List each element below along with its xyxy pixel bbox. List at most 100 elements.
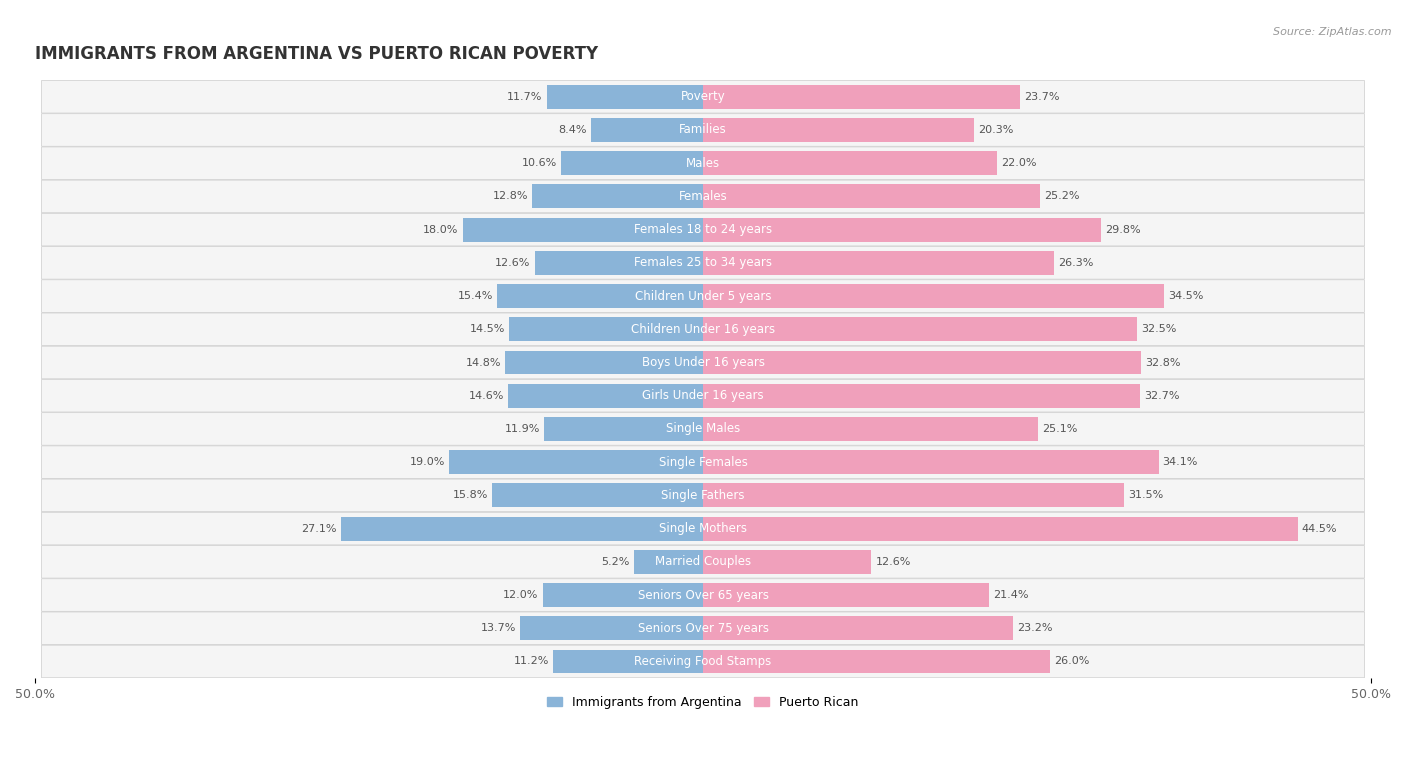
Text: Males: Males: [686, 157, 720, 170]
Text: Females: Females: [679, 190, 727, 203]
FancyBboxPatch shape: [42, 213, 1364, 246]
Bar: [703, 450, 1159, 474]
Text: 18.0%: 18.0%: [423, 224, 458, 235]
Text: Single Females: Single Females: [658, 456, 748, 468]
Text: 10.6%: 10.6%: [522, 158, 557, 168]
Text: 19.0%: 19.0%: [409, 457, 446, 467]
Text: Receiving Food Stamps: Receiving Food Stamps: [634, 655, 772, 668]
Bar: [547, 85, 703, 108]
Text: 14.5%: 14.5%: [470, 324, 505, 334]
Text: 23.2%: 23.2%: [1017, 623, 1053, 633]
FancyBboxPatch shape: [42, 280, 1364, 312]
FancyBboxPatch shape: [42, 80, 1364, 113]
FancyBboxPatch shape: [42, 346, 1364, 379]
Bar: [703, 284, 1164, 308]
Text: Boys Under 16 years: Boys Under 16 years: [641, 356, 765, 369]
Text: Poverty: Poverty: [681, 90, 725, 103]
Text: Single Mothers: Single Mothers: [659, 522, 747, 535]
Text: 26.0%: 26.0%: [1054, 656, 1090, 666]
Bar: [492, 484, 703, 507]
Text: 34.1%: 34.1%: [1163, 457, 1198, 467]
FancyBboxPatch shape: [42, 612, 1364, 644]
Text: 15.8%: 15.8%: [453, 490, 488, 500]
Text: 27.1%: 27.1%: [301, 524, 337, 534]
Text: 12.0%: 12.0%: [503, 590, 538, 600]
Text: Girls Under 16 years: Girls Under 16 years: [643, 389, 763, 402]
Bar: [449, 450, 703, 474]
Bar: [703, 118, 974, 142]
Bar: [703, 152, 997, 175]
Bar: [634, 550, 703, 574]
Text: Single Males: Single Males: [666, 422, 740, 435]
Text: 25.2%: 25.2%: [1043, 192, 1080, 202]
Bar: [509, 318, 703, 341]
Text: 29.8%: 29.8%: [1105, 224, 1140, 235]
FancyBboxPatch shape: [42, 180, 1364, 213]
Bar: [703, 616, 1012, 641]
FancyBboxPatch shape: [42, 546, 1364, 578]
FancyBboxPatch shape: [42, 313, 1364, 346]
Bar: [703, 550, 872, 574]
Text: 13.7%: 13.7%: [481, 623, 516, 633]
Text: 32.5%: 32.5%: [1142, 324, 1177, 334]
Bar: [543, 583, 703, 607]
Bar: [561, 152, 703, 175]
Text: 8.4%: 8.4%: [558, 125, 586, 135]
Bar: [703, 650, 1050, 673]
Text: 11.7%: 11.7%: [508, 92, 543, 102]
Text: 12.6%: 12.6%: [876, 557, 911, 567]
Bar: [703, 318, 1137, 341]
Bar: [703, 350, 1142, 374]
Bar: [544, 417, 703, 441]
Text: 5.2%: 5.2%: [602, 557, 630, 567]
Bar: [703, 484, 1123, 507]
Text: 21.4%: 21.4%: [993, 590, 1028, 600]
Bar: [703, 517, 1298, 540]
Bar: [703, 417, 1039, 441]
Bar: [554, 650, 703, 673]
FancyBboxPatch shape: [42, 246, 1364, 279]
Text: 11.2%: 11.2%: [515, 656, 550, 666]
Text: 14.6%: 14.6%: [468, 390, 503, 401]
FancyBboxPatch shape: [42, 479, 1364, 512]
FancyBboxPatch shape: [42, 446, 1364, 478]
FancyBboxPatch shape: [42, 114, 1364, 146]
Text: Married Couples: Married Couples: [655, 556, 751, 568]
FancyBboxPatch shape: [42, 147, 1364, 180]
Bar: [340, 517, 703, 540]
Text: 15.4%: 15.4%: [458, 291, 494, 301]
FancyBboxPatch shape: [42, 645, 1364, 678]
Text: IMMIGRANTS FROM ARGENTINA VS PUERTO RICAN POVERTY: IMMIGRANTS FROM ARGENTINA VS PUERTO RICA…: [35, 45, 598, 64]
Bar: [463, 218, 703, 242]
Text: 32.7%: 32.7%: [1144, 390, 1180, 401]
Bar: [703, 384, 1140, 408]
Text: 22.0%: 22.0%: [1001, 158, 1036, 168]
Text: 26.3%: 26.3%: [1059, 258, 1094, 268]
Bar: [508, 384, 703, 408]
Text: 14.8%: 14.8%: [465, 358, 502, 368]
Text: 25.1%: 25.1%: [1042, 424, 1078, 434]
Bar: [498, 284, 703, 308]
Text: Females 18 to 24 years: Females 18 to 24 years: [634, 223, 772, 236]
Text: 20.3%: 20.3%: [979, 125, 1014, 135]
Text: 32.8%: 32.8%: [1146, 358, 1181, 368]
Text: Families: Families: [679, 124, 727, 136]
Bar: [534, 251, 703, 275]
Text: 12.6%: 12.6%: [495, 258, 530, 268]
FancyBboxPatch shape: [42, 512, 1364, 545]
Bar: [703, 251, 1054, 275]
Text: 23.7%: 23.7%: [1024, 92, 1059, 102]
Text: 11.9%: 11.9%: [505, 424, 540, 434]
Text: Seniors Over 65 years: Seniors Over 65 years: [637, 588, 769, 602]
Bar: [703, 583, 988, 607]
Text: Single Fathers: Single Fathers: [661, 489, 745, 502]
Bar: [505, 350, 703, 374]
Text: Seniors Over 75 years: Seniors Over 75 years: [637, 622, 769, 634]
FancyBboxPatch shape: [42, 412, 1364, 445]
Bar: [591, 118, 703, 142]
Bar: [703, 184, 1039, 208]
Text: 44.5%: 44.5%: [1302, 524, 1337, 534]
FancyBboxPatch shape: [42, 380, 1364, 412]
Bar: [703, 85, 1019, 108]
Text: Children Under 5 years: Children Under 5 years: [634, 290, 772, 302]
